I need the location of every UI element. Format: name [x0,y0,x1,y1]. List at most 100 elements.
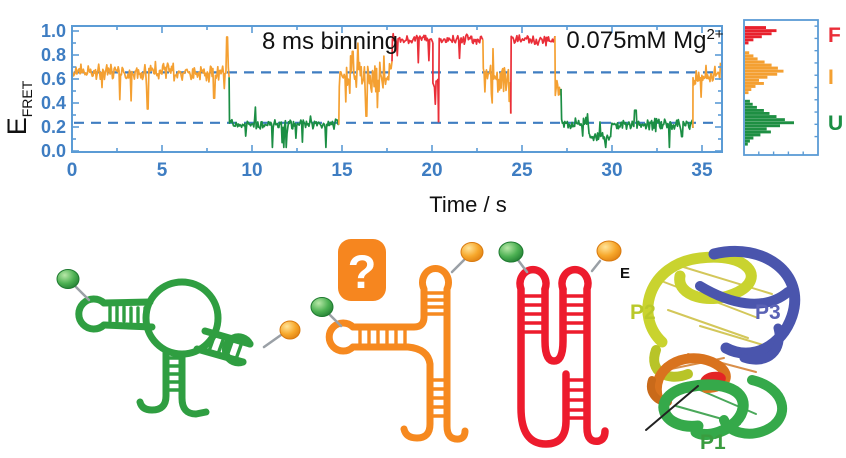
x-tick-label: 25 [511,160,533,181]
p2-helix-ribbon [642,251,757,348]
x-axis-title: Time / s [429,192,506,217]
histogram-bar-I [745,54,754,58]
fret-trace-I [692,62,722,128]
histogram-bar-F [745,32,772,36]
acceptor-dye-icon [460,242,484,262]
histogram-bar-U [745,115,777,118]
base-pair-ticks [358,291,446,418]
dye-linker [450,258,466,274]
question-mark: ? [348,245,377,298]
fret-trace-I [71,36,230,110]
histogram-bar-U [745,136,754,140]
question-badge: ? [338,239,386,301]
y-tick-label: 1.0 [41,21,66,41]
p3-helix-ribbon [708,245,801,359]
histogram-bar-I [745,91,749,95]
x-tick-label: 10 [241,160,262,181]
tertiary-structure-3d: P2 P3 P1 [630,245,801,454]
fret-trace-U [588,121,611,149]
y-tick-label: 0.4 [41,93,66,113]
dye-linker [516,258,529,274]
state-label-intermediate: I [828,66,834,89]
fret-trace-I [337,42,393,125]
unfolded-structure-diagram [56,269,301,418]
acceptor-dye-label: E [620,265,630,282]
histogram-bar-I [745,57,758,61]
state-label-folded: F [828,24,841,47]
histogram-bar-U [745,105,757,109]
x-tick-label: 20 [421,160,442,181]
y-tick-label: 0.0 [41,141,66,161]
histogram-bar-F [745,29,777,33]
histogram-bar-I [745,85,756,88]
dye-linker [590,259,602,273]
histogram-bar-U [745,118,785,122]
histogram-bar-F [745,26,766,29]
chart-generated-layer: 0 5 10 15 20 25 30 35 0.0 0.2 0.4 0.6 0.8 1.0 [41,19,819,181]
histogram-bar-U [745,139,750,143]
histogram-bar-I [745,82,764,85]
histogram-bar-U [745,99,750,103]
histogram-bar-I [745,66,778,70]
p3-label: P3 [755,301,781,324]
histogram-bar-U [745,124,780,128]
donor-dye-icon [498,241,524,263]
histogram-bar-U [745,127,767,131]
histogram-bar-I [745,75,768,79]
state-label-unfolded: U [828,112,843,135]
donor-dye-icon [310,297,334,317]
histogram-bar-I [745,72,778,76]
x-tick-label: 0 [67,160,78,181]
fret-trace-F [432,42,440,123]
dye-linker [262,333,283,349]
mg-concentration-annotation: 0.075mM Mg2+ [566,26,723,54]
plot-frame [71,25,723,153]
fret-trace-U [560,88,590,137]
histogram-bar-F [745,38,754,42]
histogram-bar-U [745,102,753,106]
central-junction-loop [142,278,222,358]
fret-trace-U [228,77,340,149]
histogram-bar-F [745,41,749,45]
histogram-bar-I [745,69,784,73]
annotation-arrow [645,385,699,431]
x-tick-label: 5 [157,160,168,181]
y-axis-title: EFRET [2,80,35,135]
dye-linker [328,313,343,328]
x-tick-label: 30 [601,160,622,181]
dye-linker [74,285,91,302]
histogram-bar-U [745,130,771,134]
rna-structure-diagrams: ? [56,239,801,454]
binning-annotation: 8 ms binning [262,28,398,55]
histogram-bar-F [745,35,762,39]
fret-trace-I [554,36,562,97]
fret-trace-I [482,39,512,114]
p2-label: P2 [630,301,656,324]
fret-trace-F [509,34,556,114]
histogram-bar-U [745,142,748,146]
acceptor-dye-icon [596,240,622,262]
histogram-bar-I [745,60,765,64]
histogram-bar-U [745,109,764,112]
donor-dye-icon [56,269,80,289]
acceptor-dye-icon [279,320,301,340]
histogram-bar-I [745,88,752,91]
y-tick-label: 0.6 [41,69,66,89]
y-tick-label: 0.2 [41,117,66,137]
folded-structure-diagram: E [498,240,630,448]
intermediate-structure-diagram [310,242,484,443]
left-hairpin-loop [75,295,108,333]
x-tick-label: 15 [331,160,353,181]
fret-trace-F [391,32,434,64]
histogram-bar-U [745,112,770,115]
histogram-bar-U [745,133,761,137]
right-hairpin-loop [221,333,254,367]
base-pair-ticks [523,294,585,420]
histogram-bar-I [745,63,772,67]
x-tick-label: 35 [691,160,713,181]
p1-label: P1 [700,431,726,454]
fret-trace-F [437,33,484,123]
y-tick-label: 0.8 [41,45,66,65]
base-pair-ticks [108,305,243,392]
